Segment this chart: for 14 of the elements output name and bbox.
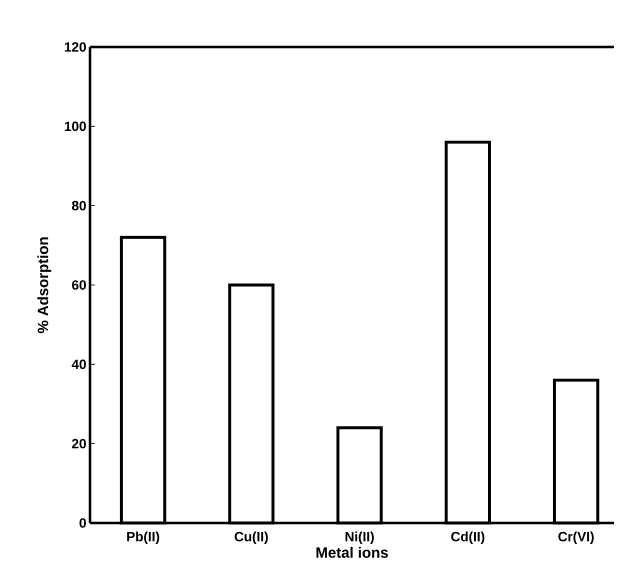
y-axis-title: % Adsorption xyxy=(37,237,52,334)
y-tick-label: 0 xyxy=(80,518,86,528)
x-tick-label: Cd(II) xyxy=(451,532,484,544)
y-tick-label: 20 xyxy=(72,438,86,448)
x-tick-label: Ni(II) xyxy=(346,532,374,544)
y-tick-label: 60 xyxy=(72,280,86,290)
x-axis-title: Metal ions xyxy=(316,546,388,558)
x-tick-label: Pb(II) xyxy=(127,532,160,544)
x-tick-label: Cu(II) xyxy=(234,532,268,544)
y-tick-label: 120 xyxy=(64,42,86,52)
y-tick-label: 100 xyxy=(64,122,86,132)
x-tick-label: Cr(VI) xyxy=(558,532,594,544)
y-tick-label: 40 xyxy=(72,360,86,370)
y-tick-label: 80 xyxy=(72,200,86,210)
